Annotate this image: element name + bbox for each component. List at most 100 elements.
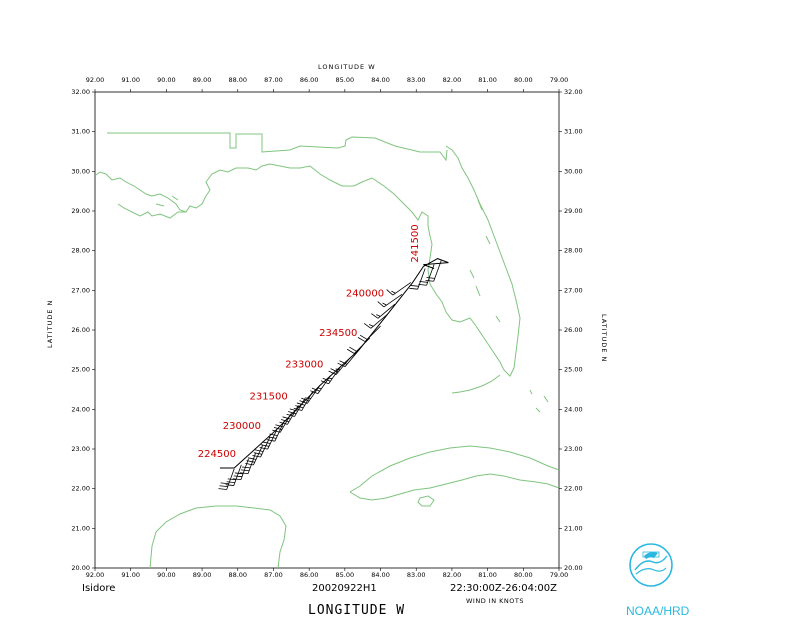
lon-tick-label-bottom: 85.00: [336, 571, 355, 579]
lon-tick-label-bottom: 82.00: [443, 571, 462, 579]
wind-barb: [259, 428, 278, 450]
wind-barb: [293, 391, 314, 411]
coastlines: [95, 132, 560, 569]
lat-tick-label-right: 27.00: [564, 286, 583, 294]
wind-barb: [377, 293, 403, 308]
agency-label: NOAA/HRD: [626, 604, 690, 618]
lat-tick-label-left: 25.00: [71, 366, 90, 374]
wind-units-note: WIND IN KNOTS: [466, 597, 524, 605]
wind-barb: [337, 349, 360, 368]
wind-barbs: [218, 260, 442, 490]
left-axis-title: LATITUDE N: [46, 300, 54, 348]
lon-tick-label-top: 81.00: [478, 76, 497, 84]
coast-florida: [427, 145, 521, 377]
wind-barb: [245, 444, 264, 466]
wind-barb: [272, 413, 292, 433]
wind-barb: [232, 458, 249, 480]
wind-barb: [386, 282, 412, 296]
coast-delta: [117, 195, 186, 219]
time-label: 224500: [198, 449, 236, 460]
lon-tick-label-top: 80.00: [514, 76, 533, 84]
lon-tick-label-bottom: 81.00: [478, 571, 497, 579]
lat-tick-label-left: 21.00: [71, 524, 90, 532]
lon-tick-label-bottom: 84.00: [371, 571, 390, 579]
wind-barb: [425, 260, 442, 282]
lat-tick-label-left: 30.00: [71, 167, 90, 175]
lon-tick-label-bottom: 89.00: [193, 571, 212, 579]
lat-tick-label-right: 21.00: [564, 524, 583, 532]
lat-tick-label-left: 22.00: [71, 485, 90, 493]
lat-tick-label-left: 24.00: [71, 405, 90, 413]
coast-bahamas: [529, 389, 549, 413]
lon-tick-label-top: 90.00: [157, 76, 176, 84]
top-axis-title: LONGITUDE W: [318, 63, 376, 71]
lon-tick-label-bottom: 80.00: [514, 571, 533, 579]
lon-tick-label-top: 91.00: [121, 76, 140, 84]
lon-tick-label-bottom: 92.00: [86, 571, 105, 579]
lat-tick-label-left: 28.00: [71, 247, 90, 255]
lon-tick-label-top: 86.00: [300, 76, 319, 84]
longitude-ticks-bottom: 92.00 91.00 90.00 89.00 88.00 87.00 86.00 85.00…: [86, 568, 569, 579]
time-label: 230000: [223, 421, 261, 432]
lon-tick-label-top: 88.00: [228, 76, 247, 84]
time-label: 234500: [319, 328, 357, 339]
wind-barb: [418, 264, 435, 286]
coast-keys: [451, 374, 501, 394]
wind-barb: [371, 303, 396, 319]
track-time-labels: 224500 230000 231500 233000 234500 240000 2415…: [198, 224, 421, 460]
lat-tick-label-left: 31.00: [71, 128, 90, 136]
coast-florida-inner: [469, 199, 501, 323]
lat-tick-label-left: 27.00: [71, 286, 90, 294]
time-label: 240000: [346, 288, 384, 299]
wind-barb: [266, 421, 285, 442]
lat-tick-label-left: 29.00: [71, 207, 90, 215]
lon-tick-label-top: 89.00: [193, 76, 212, 84]
lon-tick-label-top: 85.00: [336, 76, 355, 84]
lon-tick-label-bottom: 90.00: [157, 571, 176, 579]
lat-tick-label-right: 22.00: [564, 485, 583, 493]
lat-tick-label-left: 26.00: [71, 326, 90, 334]
lon-tick-label-top: 87.00: [264, 76, 283, 84]
lon-tick-label-bottom: 91.00: [121, 571, 140, 579]
coast-yucatan: [149, 505, 287, 569]
lon-tick-label-top: 84.00: [371, 76, 390, 84]
lat-tick-label-right: 31.00: [564, 128, 583, 136]
wind-barb: [299, 385, 321, 404]
lat-tick-label-right: 28.00: [564, 247, 583, 255]
wind-barb: [239, 452, 256, 475]
x-axis-title: LONGITUDE W: [308, 603, 406, 618]
wind-barb: [310, 375, 331, 395]
lat-tick-label-left: 20.00: [71, 564, 90, 572]
wind-barb: [252, 436, 271, 458]
lat-tick-label-right: 23.00: [564, 445, 583, 453]
noaa-logo-icon: [629, 543, 673, 587]
flight-id: 20020922H1: [312, 583, 377, 594]
coast-gulf-north: [95, 132, 448, 245]
time-range: 22:30:00Z-26:04:00Z: [450, 583, 557, 594]
wind-barb: [346, 337, 371, 354]
coast-isle-of-youth: [417, 495, 435, 507]
lat-tick-label-right: 26.00: [564, 326, 583, 334]
latitude-ticks-right: 20.00 21.00 22.00 23.00 24.00 25.00 26.00 27.00…: [559, 88, 583, 572]
lat-tick-label-right: 29.00: [564, 207, 583, 215]
wind-barb: [357, 325, 381, 342]
lon-tick-label-bottom: 79.00: [550, 571, 569, 579]
flight-track-line: [219, 258, 449, 469]
storm-name: Isidore: [82, 583, 116, 594]
wind-barb: [363, 313, 388, 329]
lon-tick-label-bottom: 86.00: [300, 571, 319, 579]
longitude-ticks-top: 92.00 91.00 90.00 89.00 88.00 87.00 86.00 85.00…: [86, 76, 569, 92]
lat-tick-label-right: 32.00: [564, 88, 583, 96]
lon-tick-label-top: 92.00: [86, 76, 105, 84]
lon-tick-label-top: 83.00: [407, 76, 426, 84]
lat-tick-label-left: 32.00: [71, 88, 90, 96]
lon-tick-label-bottom: 88.00: [228, 571, 247, 579]
wind-barb: [225, 464, 242, 486]
wind-barb: [409, 268, 426, 290]
lon-tick-label-bottom: 87.00: [264, 571, 283, 579]
latitude-ticks-left: 20.00 21.00 22.00 23.00 24.00 25.00 26.00 27.00…: [71, 88, 95, 572]
lat-tick-label-left: 23.00: [71, 445, 90, 453]
right-axis-title: LATITUDE N: [600, 314, 608, 362]
lon-tick-label-top: 79.00: [550, 76, 569, 84]
